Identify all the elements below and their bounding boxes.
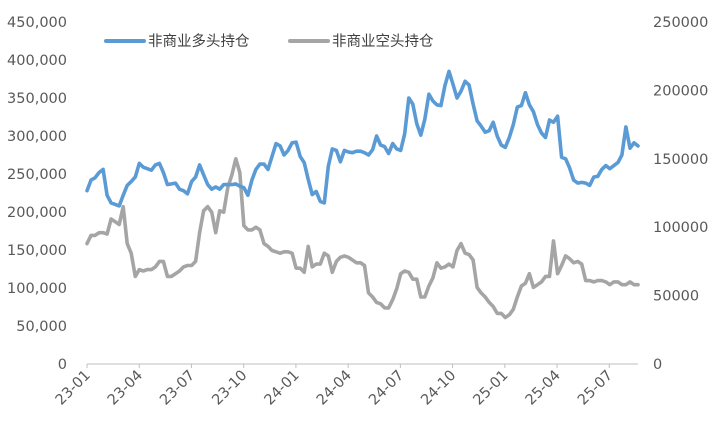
x-tick-label: 23-07 bbox=[157, 368, 198, 409]
legend-label: 非商业空头持仓 bbox=[332, 33, 434, 50]
y-left-tick-label: 50,000 bbox=[16, 319, 67, 335]
legend-item: 非商业空头持仓 bbox=[288, 33, 434, 50]
x-tick-label: 24-07 bbox=[366, 368, 407, 409]
series-line-long bbox=[85, 69, 640, 208]
y-right-tick-label: 50000 bbox=[653, 289, 699, 305]
legend-item: 非商业多头持仓 bbox=[104, 33, 250, 50]
y-left-tick-label: 300,000 bbox=[7, 129, 67, 145]
y-right-tick-label: 250000 bbox=[653, 15, 708, 31]
y-left-tick-label: 250,000 bbox=[7, 167, 67, 183]
x-tick-label: 25-07 bbox=[575, 368, 616, 409]
x-tick-label: 24-10 bbox=[418, 368, 459, 409]
y-left-tick-label: 100,000 bbox=[7, 281, 67, 297]
y-right-tick-label: 150000 bbox=[653, 152, 708, 168]
x-tick-label: 25-04 bbox=[523, 368, 564, 409]
y-right-tick-label: 100000 bbox=[653, 220, 708, 236]
x-tick-label: 24-01 bbox=[262, 368, 303, 409]
y-right-tick-label: 0 bbox=[653, 357, 662, 373]
x-tick-label: 23-04 bbox=[105, 368, 146, 409]
x-tick-label: 24-04 bbox=[314, 368, 355, 409]
y-left-tick-label: 450,000 bbox=[7, 15, 67, 31]
x-tick-label: 25-01 bbox=[471, 368, 512, 409]
y-right-tick-label: 200000 bbox=[653, 83, 708, 99]
y-left-tick-label: 200,000 bbox=[7, 205, 67, 221]
y-left-tick-label: 400,000 bbox=[7, 53, 67, 69]
y-left-tick-label: 0 bbox=[58, 357, 67, 373]
legend-label: 非商业多头持仓 bbox=[148, 33, 250, 50]
series-line-short bbox=[85, 157, 640, 320]
x-tick-label: 23-10 bbox=[209, 368, 250, 409]
x-tick-label: 23-01 bbox=[53, 368, 94, 409]
series-lines bbox=[85, 69, 640, 320]
y-left-tick-label: 350,000 bbox=[7, 91, 67, 107]
legend: 非商业多头持仓 非商业空头持仓 bbox=[104, 33, 434, 50]
axes: 0 50,000 100,000 150,000 200,000 250,000 300,0… bbox=[7, 15, 708, 409]
y-left-tick-label: 150,000 bbox=[7, 243, 67, 259]
